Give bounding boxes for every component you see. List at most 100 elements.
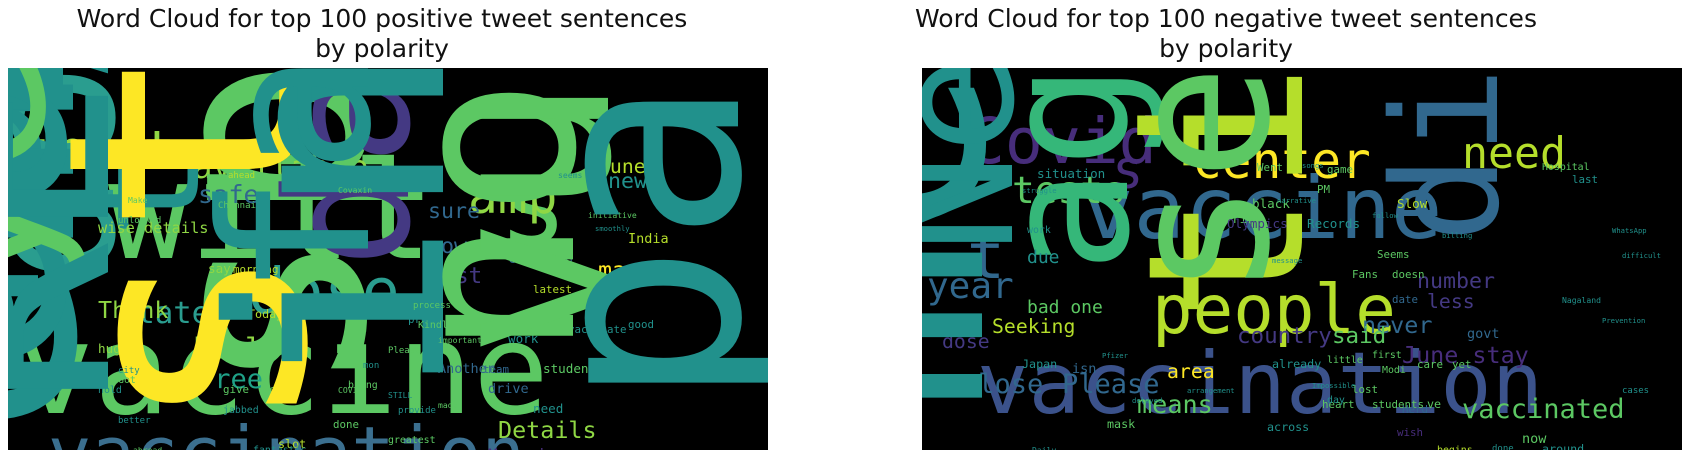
wordcloud-word: Seems [1377,248,1410,261]
wordcloud-word: vaccinated [1462,394,1625,425]
wordcloud-word: amp [468,167,557,225]
wordcloud-word: provide [398,406,436,416]
wordcloud-word: billing [1442,231,1472,240]
wordcloud-word: jabbed [223,405,259,416]
wordcloud-word: country [1237,323,1332,349]
wordcloud-word: great [18,121,175,181]
wordcloud-word: difficult [1622,251,1661,260]
wordcloud-word: situation [1037,166,1105,181]
wordcloud-word: need [533,401,563,416]
wordcloud-word: drive [488,381,529,397]
wordcloud-word: Prevention [1602,316,1645,325]
wordcloud-word: Please [1062,369,1160,400]
wordcloud-word: care [8,68,131,388]
wordcloud-word: seems [558,170,582,180]
wordcloud-word: yet [1452,358,1472,371]
wordcloud-word: team [483,363,509,376]
wordcloud-word: latest [533,283,572,296]
wordcloud-word: vaccine [1082,160,1442,259]
wordcloud-word: done [333,418,359,431]
wordcloud-word: number [1417,269,1495,294]
wordcloud-word: say [208,261,231,276]
wordcloud-word: s [1112,141,1143,201]
wordcloud-word: bring [348,380,378,391]
wordcloud-word: many [598,256,654,284]
wordcloud-word: work [508,331,539,346]
wordcloud-word: Herd [1402,403,1428,416]
wordcloud-word: Another [438,361,495,377]
wordcloud-word: Chennai [218,201,256,211]
wordcloud-word: important [438,335,482,345]
negative-chart-title: Word Cloud for top 100 negative tweet se… [844,4,1608,64]
wordcloud-word: delayed [1132,396,1162,405]
wordcloud-word: Slow [1397,196,1428,211]
wordcloud-word: PM [1317,183,1331,196]
wordcloud-word: risk [1232,211,1263,226]
positive-chart-title: Word Cloud for top 100 positive tweet se… [0,4,764,64]
wordcloud-word: state [118,296,210,331]
wordcloud-word: aged [966,68,1169,273]
wordcloud-word: greatest [388,435,436,446]
wordcloud-word: around [1542,442,1584,450]
wordcloud-word: Please [388,346,421,356]
wordcloud-word: day [251,68,449,268]
wordcloud-word: abroad [133,445,162,450]
wordcloud-word: never [1362,311,1432,339]
wordcloud-word: now [1522,431,1547,447]
wordcloud-word: health [193,331,297,365]
wordcloud-word: Negative [922,68,1051,253]
wordcloud-word: need [1462,129,1566,179]
negative-wordcloud-svg: vaccination vaccine people Covid center need t… [922,68,1661,450]
wordcloud-word: t [63,150,233,238]
negative-wordcloud-panel: Word Cloud for top 100 negative tweet se… [844,0,1688,456]
wordcloud-word: best [428,263,482,289]
positive-wordcloud-svg: willvaccinesvaccinationdosegreatampdoora… [8,68,768,450]
wordcloud-word: member [922,68,1051,413]
wordcloud-word: isn [1072,361,1096,377]
positive-title-line1: Word Cloud for top 100 positive tweet se… [76,4,688,33]
wordcloud-word: vulnera [392,68,664,358]
wordcloud-word: well [263,383,289,396]
wordcloud-word: ve [1427,397,1441,411]
wordcloud-word: center [1192,132,1371,190]
wordcloud-word: first [1372,350,1402,361]
wordcloud-word: work [1027,225,1051,236]
wordcloud-word: door [8,68,157,283]
wordcloud-word: morning [233,263,279,276]
wordcloud-word: wish [1397,426,1423,439]
wordcloud-word: Modi [1382,365,1406,376]
wordcloud-word: mon [363,361,379,371]
wordcloud-word: Make [128,195,148,205]
wordcloud-word: better [118,416,151,426]
wordcloud-word: lost [1352,383,1378,396]
wordcloud-word: give [223,383,249,396]
positive-title-line2: by polarity [315,34,449,63]
wordcloud-word: friends [228,231,281,246]
wordcloud-word: Daily [1032,445,1056,450]
wordcloud-word: Seeking [992,315,1075,338]
positive-wordcloud-canvas: willvaccinesvaccinationdosegreatampdoora… [8,68,768,450]
wordcloud-word: less [1427,290,1475,313]
wordcloud-word: Kindly [418,320,454,331]
wordcloud-word: narrative [1277,196,1316,205]
wordcloud-word: district [468,316,511,326]
wordcloud-word: Records [1307,216,1360,231]
wordcloud-word: new [608,169,647,194]
wordcloud-word: little [1327,355,1363,366]
negative-wordcloud-canvas: vaccination vaccine people Covid center need t… [922,68,1682,450]
wordcloud-word: Went [1257,161,1283,174]
wordcloud-word: message [1272,256,1302,265]
wordcloud-word: t [967,220,1005,293]
wordcloud-word: due [1027,247,1060,268]
wordcloud-word: doesn [1392,268,1425,281]
wordcloud-word: bad one [1027,297,1103,318]
wordcloud-word: STILL [388,390,412,400]
wordcloud-word: vaccination [977,335,1543,434]
wordcloud-word: mask [1107,417,1135,431]
wordcloud-word: proud [408,313,441,326]
wordcloud-word: struggle [1022,186,1057,195]
wordcloud-word: incredible [169,68,513,398]
wordcloud-word: India [628,231,669,247]
wordcloud-word: Today [248,307,283,321]
wordcloud-word: programme [558,170,602,180]
